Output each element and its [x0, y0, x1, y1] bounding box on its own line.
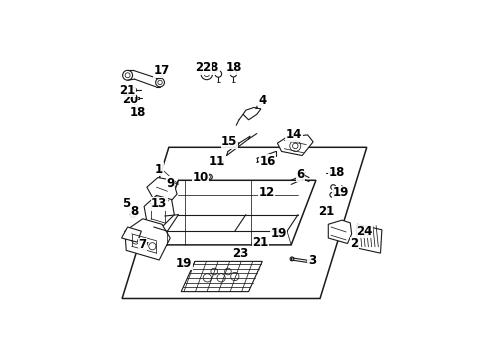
Text: 13: 13: [151, 197, 167, 210]
Text: 19: 19: [270, 227, 287, 240]
Polygon shape: [122, 147, 366, 298]
Text: 21: 21: [318, 205, 333, 217]
Polygon shape: [242, 107, 260, 120]
Polygon shape: [354, 224, 381, 253]
Polygon shape: [124, 219, 170, 260]
Polygon shape: [147, 177, 177, 205]
Polygon shape: [328, 220, 351, 243]
Polygon shape: [277, 135, 313, 156]
Text: 21: 21: [252, 236, 268, 250]
Text: 9: 9: [166, 176, 174, 190]
Text: 8: 8: [130, 205, 138, 218]
Text: 14: 14: [285, 129, 302, 141]
Text: 22: 22: [195, 61, 211, 74]
Polygon shape: [144, 195, 174, 226]
Text: 10: 10: [192, 171, 208, 184]
Text: 7: 7: [138, 238, 147, 251]
Text: 19: 19: [175, 257, 192, 270]
Text: 12: 12: [258, 186, 274, 199]
Text: 1: 1: [155, 163, 163, 176]
Text: 23: 23: [232, 247, 248, 260]
Text: 2: 2: [349, 237, 358, 250]
Text: 18: 18: [202, 61, 219, 74]
Text: 17: 17: [153, 64, 170, 77]
Text: 24: 24: [355, 225, 371, 238]
Text: 18: 18: [130, 106, 146, 119]
Polygon shape: [181, 261, 262, 292]
Text: 15: 15: [221, 135, 237, 148]
Text: 5: 5: [122, 197, 130, 210]
Text: 20: 20: [121, 93, 137, 106]
Text: 16: 16: [259, 155, 275, 167]
Text: 11: 11: [209, 155, 225, 167]
Polygon shape: [153, 180, 315, 245]
Text: 19: 19: [332, 186, 348, 199]
Text: 4: 4: [257, 94, 266, 107]
Text: 6: 6: [296, 168, 304, 181]
Polygon shape: [121, 227, 141, 242]
Text: 21: 21: [119, 84, 135, 97]
Text: 18: 18: [225, 61, 241, 74]
Text: 18: 18: [328, 166, 344, 179]
Text: 3: 3: [307, 253, 315, 267]
